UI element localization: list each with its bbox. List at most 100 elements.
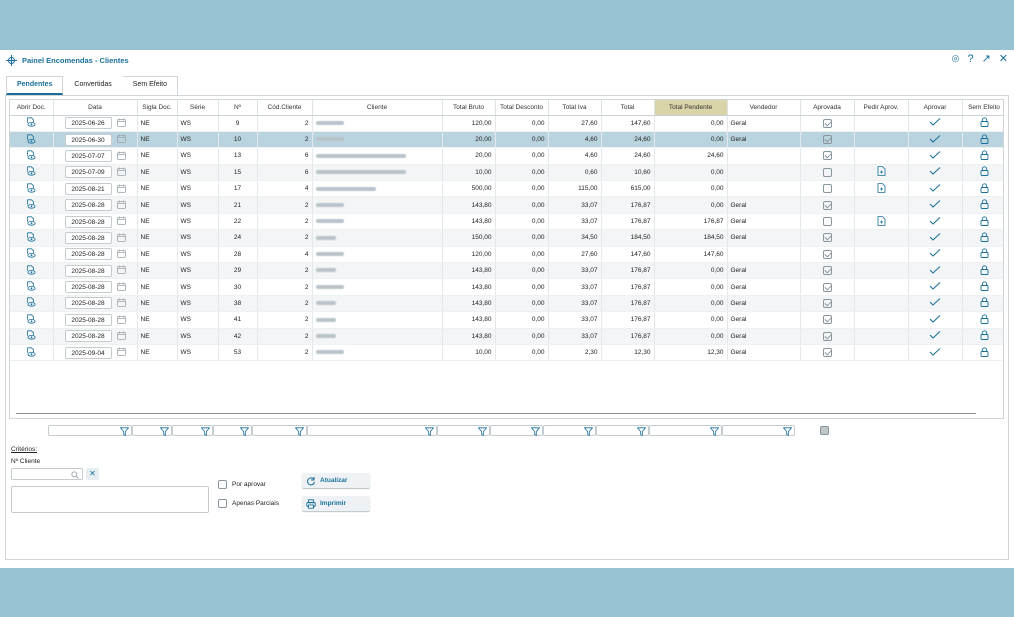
column-header[interactable]: Cliente (312, 100, 443, 116)
date-field[interactable]: 2025-06-26 (64, 117, 112, 130)
column-filter-input[interactable] (596, 425, 649, 436)
tab-convertidas[interactable]: Convertidas (74, 81, 112, 88)
calendar-icon[interactable] (116, 315, 126, 326)
help-icon[interactable]: ? (967, 52, 974, 65)
por-aprovar-option[interactable]: Por aprovar (218, 480, 266, 489)
lock-icon[interactable] (980, 314, 989, 326)
open-doc-icon[interactable] (26, 330, 36, 342)
date-field[interactable]: 2025-07-09 (64, 166, 112, 179)
date-field[interactable]: 2025-08-28 (64, 313, 112, 326)
lock-icon[interactable] (980, 215, 989, 228)
approved-checkbox[interactable] (822, 151, 832, 161)
open-doc-icon[interactable] (26, 133, 36, 146)
search-icon[interactable] (71, 471, 79, 479)
open-doc-icon[interactable] (26, 166, 36, 178)
settings-icon[interactable]: ◎ (951, 53, 960, 63)
approved-checkbox[interactable] (822, 167, 832, 177)
date-field[interactable]: 2025-08-28 (64, 281, 112, 294)
open-doc-icon[interactable] (26, 265, 36, 277)
approved-checkbox[interactable] (822, 200, 832, 210)
open-doc-icon[interactable] (26, 314, 36, 326)
lock-icon[interactable] (980, 281, 989, 293)
approve-check-icon[interactable] (929, 298, 941, 308)
open-doc-icon[interactable] (26, 297, 36, 309)
table-row[interactable]: 2025-08-28 NE WS 38 2 143,80 0,00 33,07 176,87 0,… (10, 295, 1003, 313)
column-filter-input[interactable] (132, 425, 172, 436)
table-row[interactable]: 2025-07-09 NE WS 15 6 10,00 0,00 0,60 10,60 0,00 (10, 164, 1003, 182)
column-filter-input[interactable] (213, 425, 252, 436)
column-header[interactable]: Total Iva (548, 100, 602, 116)
approved-checkbox[interactable] (822, 266, 832, 276)
approve-check-icon[interactable] (929, 200, 941, 210)
calendar-icon[interactable] (116, 331, 126, 342)
table-row[interactable]: 2025-06-30 NE WS 10 2 20,00 0,00 4,60 24,60 0,00 G… (10, 131, 1003, 149)
open-doc-icon[interactable] (26, 347, 36, 359)
approve-check-icon[interactable] (929, 118, 941, 128)
column-filter-input[interactable] (490, 425, 543, 436)
table-row[interactable]: 2025-08-21 NE WS 17 4 500,00 0,00 115,00 615,00 0… (10, 180, 1003, 198)
approved-checkbox[interactable] (822, 118, 832, 128)
column-header[interactable]: Vendedor (727, 100, 801, 116)
column-filter-input[interactable] (437, 425, 490, 436)
approved-checkbox[interactable] (822, 233, 832, 243)
approved-checkbox[interactable] (822, 249, 832, 259)
column-filter-input[interactable] (307, 425, 437, 436)
approve-check-icon[interactable] (929, 265, 941, 276)
apenas-parciais-checkbox[interactable] (218, 499, 227, 508)
request-approval-icon[interactable] (877, 166, 886, 178)
lock-icon[interactable] (980, 297, 989, 309)
table-row[interactable]: 2025-09-04 NE WS 53 2 10,00 0,00 2,30 12,30 12,30… (10, 344, 1003, 362)
approved-checkbox[interactable] (822, 282, 832, 292)
calendar-icon[interactable] (116, 167, 126, 178)
approve-check-icon[interactable] (929, 249, 941, 259)
approve-check-icon[interactable] (929, 151, 941, 161)
filter-checkbox[interactable] (820, 426, 829, 435)
approve-check-icon[interactable] (929, 216, 941, 227)
lock-icon[interactable] (980, 248, 989, 260)
calendar-icon[interactable] (116, 265, 126, 276)
column-header[interactable]: Total (601, 100, 655, 116)
table-row[interactable]: 2025-08-28 NE WS 24 2 150,00 0,00 34,50 184,50 18… (10, 229, 1003, 247)
column-header[interactable]: Aprovada (800, 100, 855, 116)
horizontal-scrollbar[interactable] (16, 413, 976, 414)
table-row[interactable]: 2025-08-28 NE WS 28 4 120,00 0,00 27,60 147,60 14… (10, 246, 1003, 264)
approve-check-icon[interactable] (929, 183, 941, 194)
date-field[interactable]: 2025-08-21 (64, 182, 112, 195)
column-header[interactable]: Sem Efeito (962, 100, 1003, 116)
date-field[interactable]: 2025-08-28 (64, 297, 112, 310)
approve-check-icon[interactable] (929, 167, 941, 177)
date-field[interactable]: 2025-08-28 (64, 330, 112, 343)
open-doc-icon[interactable] (26, 150, 36, 162)
apenas-parciais-option[interactable]: Apenas Parciais (218, 499, 279, 508)
client-number-input[interactable] (11, 468, 83, 480)
open-doc-icon[interactable] (26, 183, 36, 195)
approve-check-icon[interactable] (929, 347, 941, 358)
column-filter-input[interactable] (543, 425, 596, 436)
print-button[interactable]: Imprimir (302, 496, 370, 511)
table-row[interactable]: 2025-08-28 NE WS 29 2 143,80 0,00 33,07 176,87 0,… (10, 262, 1003, 280)
column-header[interactable]: Nº (218, 100, 258, 116)
open-doc-icon[interactable] (26, 215, 36, 228)
open-doc-icon[interactable] (26, 281, 36, 293)
column-filter-input[interactable] (252, 425, 307, 436)
column-header[interactable]: Abrir Doc. (10, 100, 54, 116)
request-approval-icon[interactable] (877, 215, 886, 228)
calendar-icon[interactable] (116, 118, 126, 129)
table-row[interactable]: 2025-08-28 NE WS 22 2 143,80 0,00 33,07 176,87 17… (10, 213, 1003, 231)
approved-checkbox[interactable] (822, 348, 832, 358)
table-row[interactable]: 2025-08-28 NE WS 42 2 143,80 0,00 33,07 176,87 0,… (10, 328, 1003, 345)
approve-check-icon[interactable] (929, 331, 941, 341)
column-filter-input[interactable] (649, 425, 722, 436)
approved-checkbox[interactable] (822, 315, 832, 325)
calendar-icon[interactable] (116, 134, 126, 145)
date-field[interactable]: 2025-08-28 (64, 264, 112, 277)
close-icon[interactable]: ✕ (998, 53, 1008, 65)
calendar-icon[interactable] (116, 249, 126, 260)
approved-checkbox[interactable] (822, 298, 832, 308)
calendar-icon[interactable] (116, 216, 126, 227)
tab-pendentes[interactable]: Pendentes (6, 76, 64, 95)
calendar-icon[interactable] (116, 184, 126, 195)
table-row[interactable]: 2025-08-28 NE WS 41 2 143,80 0,00 33,07 176,87 0,… (10, 311, 1003, 329)
approve-check-icon[interactable] (929, 134, 941, 145)
client-detail-box[interactable] (11, 486, 209, 513)
